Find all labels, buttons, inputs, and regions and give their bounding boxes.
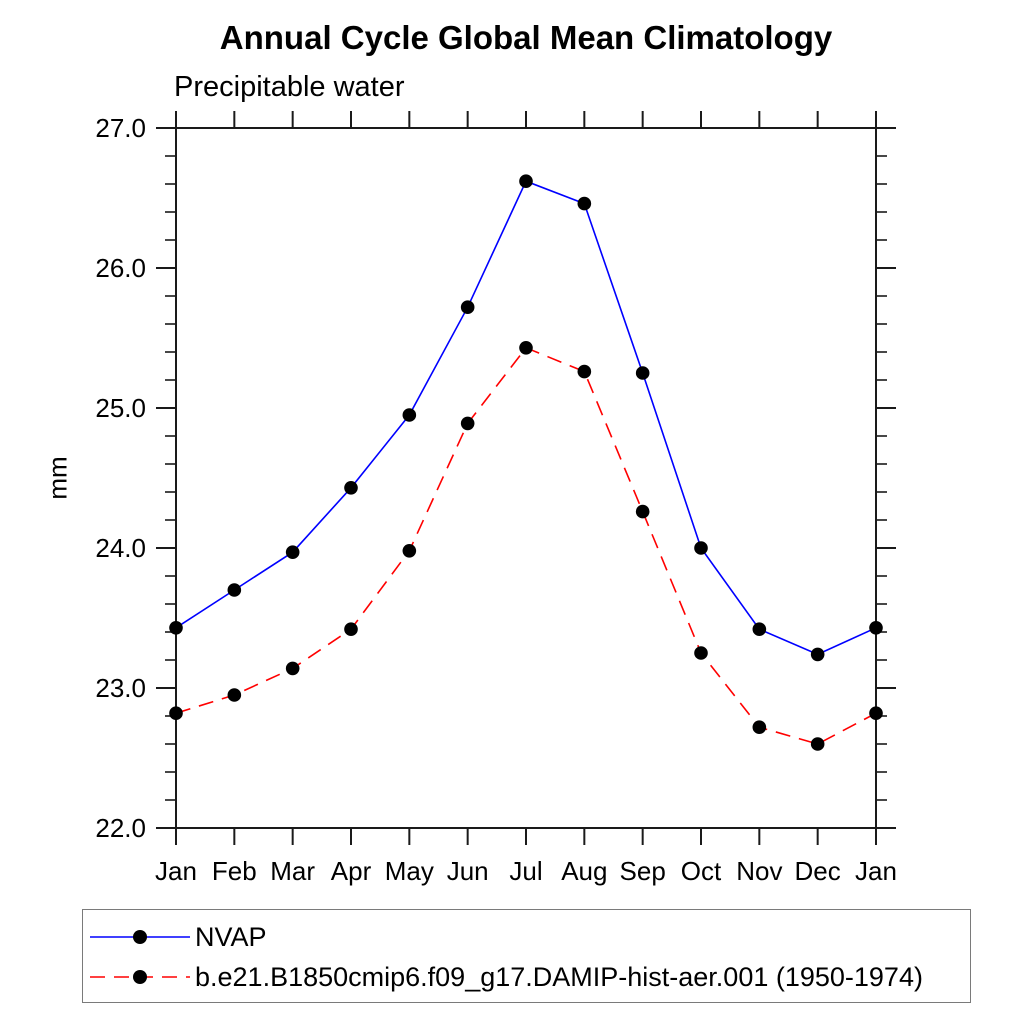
x-tick-label: Feb — [212, 856, 257, 886]
series-marker-0 — [285, 545, 300, 559]
series-marker-1 — [752, 720, 767, 734]
series-marker-0 — [169, 621, 183, 635]
x-tick-label: Mar — [270, 856, 315, 886]
x-tick-label: Sep — [620, 856, 666, 886]
series-marker-0 — [402, 408, 417, 422]
series-marker-0 — [577, 196, 592, 211]
series-marker-0 — [227, 583, 242, 597]
legend-label-nvap: NVAP — [195, 921, 267, 952]
series-marker-1 — [869, 706, 883, 720]
series-marker-1 — [810, 737, 825, 751]
x-tick-label: Nov — [736, 856, 782, 886]
legend-sample-marker — [133, 970, 147, 984]
series-marker-1 — [227, 688, 242, 702]
series-line-1 — [175, 346, 877, 745]
plot-border — [175, 127, 877, 829]
x-tick-label: Jan — [155, 856, 197, 886]
legend-line-sample-dashed — [90, 970, 190, 984]
x-tick-label: Jun — [447, 856, 489, 886]
chart-subtitle: Precipitable water — [174, 71, 405, 103]
legend-item-model: b.e21.B1850cmip6.f09_g17.DAMIP-hist-aer.… — [83, 957, 970, 997]
legend-box: NVAP b.e21.B1850cmip6.f09_g17.DAMIP-hist… — [82, 909, 971, 1003]
series-marker-1 — [577, 364, 592, 379]
series-marker-0 — [752, 622, 767, 636]
legend-sample-marker — [133, 930, 147, 944]
legend-label-model: b.e21.B1850cmip6.f09_g17.DAMIP-hist-aer.… — [195, 961, 923, 992]
legend-line-sample-solid — [90, 930, 190, 944]
x-tick-label: Jan — [855, 856, 897, 886]
x-tick-label: Apr — [331, 856, 372, 886]
series-marker-1 — [285, 661, 300, 676]
x-tick-label: May — [385, 856, 434, 886]
x-tick-label: Dec — [795, 856, 841, 886]
y-tick-label: 25.0 — [95, 393, 146, 423]
series-marker-0 — [635, 366, 650, 380]
y-tick-label: 23.0 — [95, 673, 146, 703]
series-marker-1 — [460, 416, 475, 431]
series-marker-0 — [519, 174, 533, 188]
series-marker-1 — [402, 544, 417, 558]
series-marker-0 — [810, 647, 825, 662]
y-tick-label: 27.0 — [95, 113, 146, 143]
series-marker-1 — [169, 706, 183, 720]
x-tick-label: Oct — [681, 856, 722, 886]
x-tick-label: Aug — [561, 856, 607, 886]
y-tick-label: 22.0 — [95, 813, 146, 843]
series-marker-0 — [694, 541, 708, 555]
series-marker-0 — [460, 300, 475, 315]
legend-item-nvap: NVAP — [83, 917, 970, 957]
series-marker-1 — [344, 622, 358, 636]
series-marker-0 — [344, 481, 358, 495]
chart-title: Annual Cycle Global Mean Climatology — [219, 19, 833, 56]
y-tick-label: 26.0 — [95, 253, 146, 283]
x-tick-label: Jul — [509, 856, 542, 886]
series-line-0 — [175, 180, 877, 656]
series-marker-1 — [694, 646, 708, 660]
series-marker-1 — [519, 341, 533, 355]
y-tick-label: 24.0 — [95, 533, 146, 563]
series-marker-1 — [635, 504, 650, 519]
series-marker-0 — [869, 621, 883, 635]
